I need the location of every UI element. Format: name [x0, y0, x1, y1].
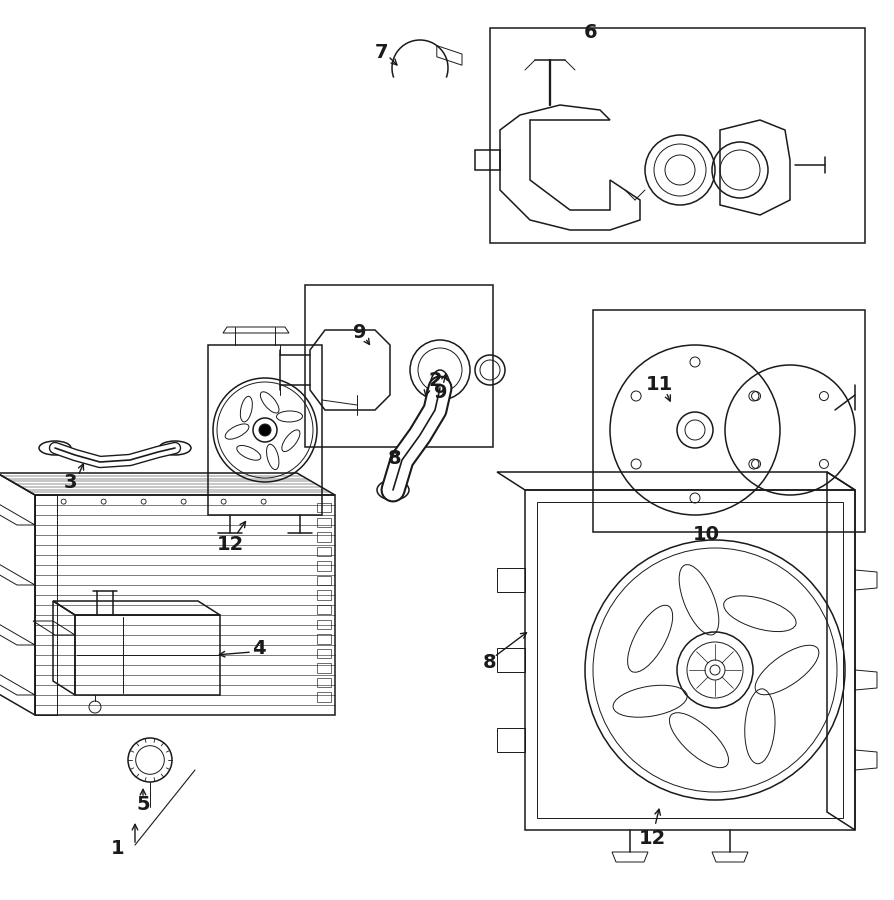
Bar	[593, 310, 865, 532]
Text: 7: 7	[375, 42, 389, 61]
Text: 1: 1	[111, 839, 125, 858]
Text: 11: 11	[645, 375, 672, 394]
Text: 8: 8	[388, 448, 401, 467]
Text: 12: 12	[638, 829, 666, 848]
Text: 2: 2	[428, 371, 442, 390]
Bar	[305, 285, 493, 447]
Circle shape	[259, 424, 271, 436]
Text: 12: 12	[216, 536, 244, 554]
Text: 10: 10	[693, 526, 720, 544]
Text: 9: 9	[434, 382, 448, 401]
Circle shape	[705, 660, 725, 680]
Text: 8: 8	[483, 652, 497, 671]
Text: 6: 6	[584, 22, 598, 41]
Bar	[490, 28, 865, 243]
Text: 5: 5	[136, 796, 150, 814]
Text: 3: 3	[63, 472, 77, 491]
Text: 4: 4	[252, 638, 266, 658]
Text: 9: 9	[353, 322, 367, 341]
